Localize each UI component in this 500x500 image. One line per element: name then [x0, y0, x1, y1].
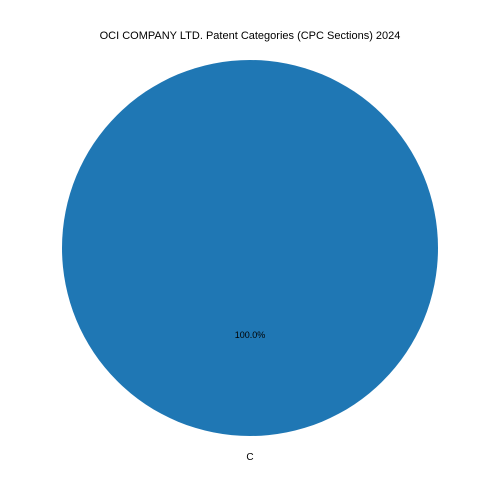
category-label: C	[246, 452, 253, 463]
chart-title: OCI COMPANY LTD. Patent Categories (CPC …	[100, 30, 401, 42]
percent-label: 100.0%	[235, 330, 266, 340]
pie-slice-c	[62, 60, 438, 436]
pie-chart	[62, 60, 438, 436]
